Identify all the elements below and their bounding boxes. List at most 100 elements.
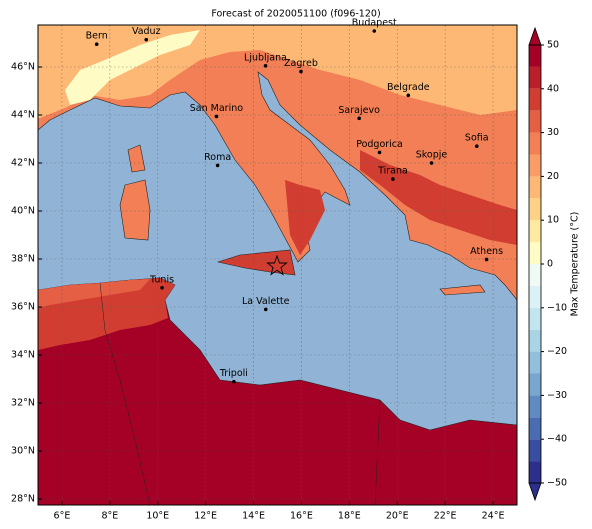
city-label: La Valette: [242, 296, 290, 307]
city-label: Podgorica: [356, 139, 403, 150]
border: [99, 282, 151, 505]
colorbar-bin: [529, 66, 541, 89]
city-marker: [94, 42, 99, 46]
colorbar-extend: [528, 482, 542, 502]
x-tick-label: 6°E: [54, 511, 71, 522]
colorbar-bin: [529, 373, 541, 396]
colorbar-bin: [529, 285, 541, 308]
city-marker: [214, 114, 219, 119]
colorbar-bin: [529, 439, 541, 462]
y-tick-label: 30°N: [11, 446, 35, 457]
city-label: Zagreb: [284, 58, 318, 69]
x-tick-label: 10°E: [146, 511, 169, 522]
city-marker: [372, 29, 377, 33]
y-tick-label: 44°N: [11, 110, 35, 121]
city-label: Tripoli: [219, 368, 248, 379]
colorbar-tick-label: 20: [547, 171, 559, 182]
city-label: Sarajevo: [338, 105, 380, 116]
x-tick-label: 12°E: [194, 511, 217, 522]
star-marker: [266, 254, 288, 276]
colorbar-extend: [528, 26, 542, 46]
hot-region: [285, 180, 325, 255]
colorbar-bin: [529, 395, 541, 418]
colorbar-tick-label: −50: [547, 478, 567, 489]
city-label: Skopje: [416, 150, 448, 161]
colorbar-tick-label: −30: [547, 390, 567, 401]
city-label: Roma: [204, 152, 231, 163]
city-marker: [429, 161, 434, 165]
y-tick-label: 34°N: [11, 350, 35, 361]
city-label: Bern: [86, 31, 108, 42]
colorbar-tick-label: 50: [547, 40, 559, 51]
city-label: Belgrade: [387, 82, 430, 93]
colorbar-tick-label: −40: [547, 434, 567, 445]
corsica: [127, 144, 146, 173]
city-marker: [299, 69, 303, 74]
city-label: Tirana: [377, 166, 408, 177]
city-label: Budapest: [352, 18, 397, 29]
city-marker: [144, 37, 149, 42]
x-tick-label: 16°E: [290, 511, 313, 522]
city-label: Athens: [470, 246, 503, 257]
city-label: Tunis: [149, 274, 174, 285]
colorbar-label: Max Temperature (°C): [570, 212, 581, 317]
colorbar-tick-label: −10: [547, 302, 567, 313]
colorbar-bin: [529, 176, 541, 199]
city-marker: [263, 307, 268, 312]
border: [374, 399, 381, 505]
x-tick-label: 22°E: [434, 511, 457, 522]
colorbar-tick-label: 30: [547, 127, 559, 138]
colorbar-bin: [529, 417, 541, 440]
colorbar-bin: [529, 307, 541, 330]
colorbar-tick-label: −20: [547, 346, 567, 357]
colorbar-tick-label: 10: [547, 215, 559, 226]
colorbar-bin: [529, 242, 541, 264]
city-marker: [357, 116, 361, 121]
colorbar-bin: [529, 198, 541, 221]
x-tick-label: 8°E: [101, 511, 118, 522]
colorbar-tick-label: 0: [547, 259, 553, 270]
city-marker: [391, 177, 395, 181]
x-tick-label: 14°E: [242, 511, 265, 522]
city-marker: [263, 64, 268, 68]
city-label: Vaduz: [132, 26, 161, 37]
colorbar-bin: [529, 329, 541, 352]
title: Forecast of 2020051100 (f096-120): [211, 9, 380, 20]
colorbar-tick-label: 40: [547, 83, 559, 94]
city-marker: [474, 144, 479, 148]
x-tick-label: 18°E: [338, 511, 361, 522]
colorbar-bin: [529, 45, 541, 67]
city-marker: [232, 379, 236, 384]
colorbar-bin: [529, 351, 541, 374]
y-tick-label: 42°N: [11, 158, 35, 169]
y-tick-label: 36°N: [11, 302, 35, 313]
sicily: [216, 249, 296, 276]
cool-region: [65, 30, 200, 105]
colorbar-bin: [529, 110, 541, 133]
map-frame: [37, 24, 518, 506]
colorbar-bin: [529, 132, 541, 155]
sardinia: [119, 179, 151, 241]
y-tick-label: 32°N: [11, 398, 35, 409]
city-label: Ljubljana: [244, 52, 287, 63]
y-tick-label: 46°N: [11, 62, 35, 73]
city-marker: [377, 150, 382, 155]
city-label: Sofia: [465, 133, 489, 144]
crete: [439, 284, 486, 296]
city-label: San Marino: [190, 103, 243, 114]
city-marker: [406, 93, 411, 98]
colorbar-bin: [529, 154, 541, 177]
colorbar-bin: [529, 88, 541, 111]
y-tick-label: 38°N: [11, 254, 35, 265]
city-marker: [215, 163, 220, 168]
colorbar-bin: [529, 220, 541, 243]
colorbar-bin: [529, 264, 541, 286]
y-tick-label: 40°N: [11, 206, 35, 217]
hot-region: [38, 279, 150, 308]
x-tick-label: 20°E: [386, 511, 409, 522]
city-marker: [484, 257, 489, 262]
city-marker: [160, 286, 164, 290]
x-tick-label: 24°E: [482, 511, 505, 522]
